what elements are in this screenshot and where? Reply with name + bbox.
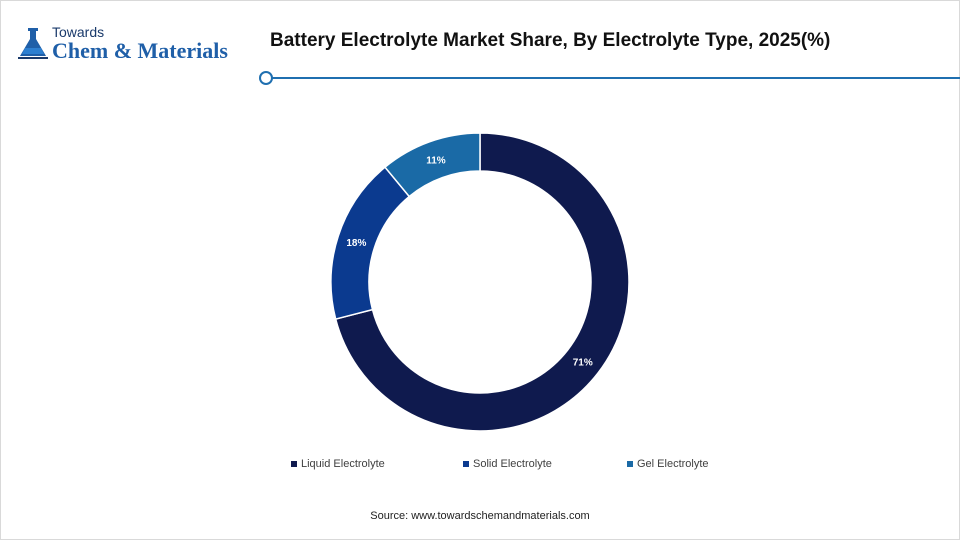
legend-swatch	[627, 461, 633, 467]
legend-item-gel: Gel Electrolyte	[627, 458, 709, 470]
data-label: 18%	[346, 238, 366, 249]
title-underline-dot	[259, 71, 273, 85]
brand-logo: Towards Chem & Materials	[16, 24, 256, 64]
donut-slice-solid-electrolyte	[330, 166, 411, 320]
legend-swatch	[291, 461, 297, 467]
source-note: Source: www.towardschemandmaterials.com	[370, 510, 590, 522]
legend-item-solid: Solid Electrolyte	[463, 458, 552, 470]
chart-legend: Liquid Electrolyte Solid Electrolyte Gel…	[0, 458, 960, 474]
logo-tagline: Towards	[52, 24, 105, 40]
logo-name: Chem & Materials	[52, 38, 228, 63]
legend-label: Gel Electrolyte	[637, 458, 709, 470]
legend-label: Solid Electrolyte	[473, 458, 552, 470]
title-underline	[266, 77, 960, 79]
legend-label: Liquid Electrolyte	[301, 458, 385, 470]
donut-slice-liquid-electrolyte	[334, 132, 630, 432]
donut-slice-gel-electrolyte	[383, 132, 481, 198]
legend-swatch	[463, 461, 469, 467]
data-label: 11%	[426, 156, 446, 167]
legend-item-liquid: Liquid Electrolyte	[291, 458, 385, 470]
flask-icon	[18, 28, 48, 59]
chart-title: Battery Electrolyte Market Share, By Ele…	[270, 30, 831, 51]
data-label: 71%	[573, 358, 593, 369]
